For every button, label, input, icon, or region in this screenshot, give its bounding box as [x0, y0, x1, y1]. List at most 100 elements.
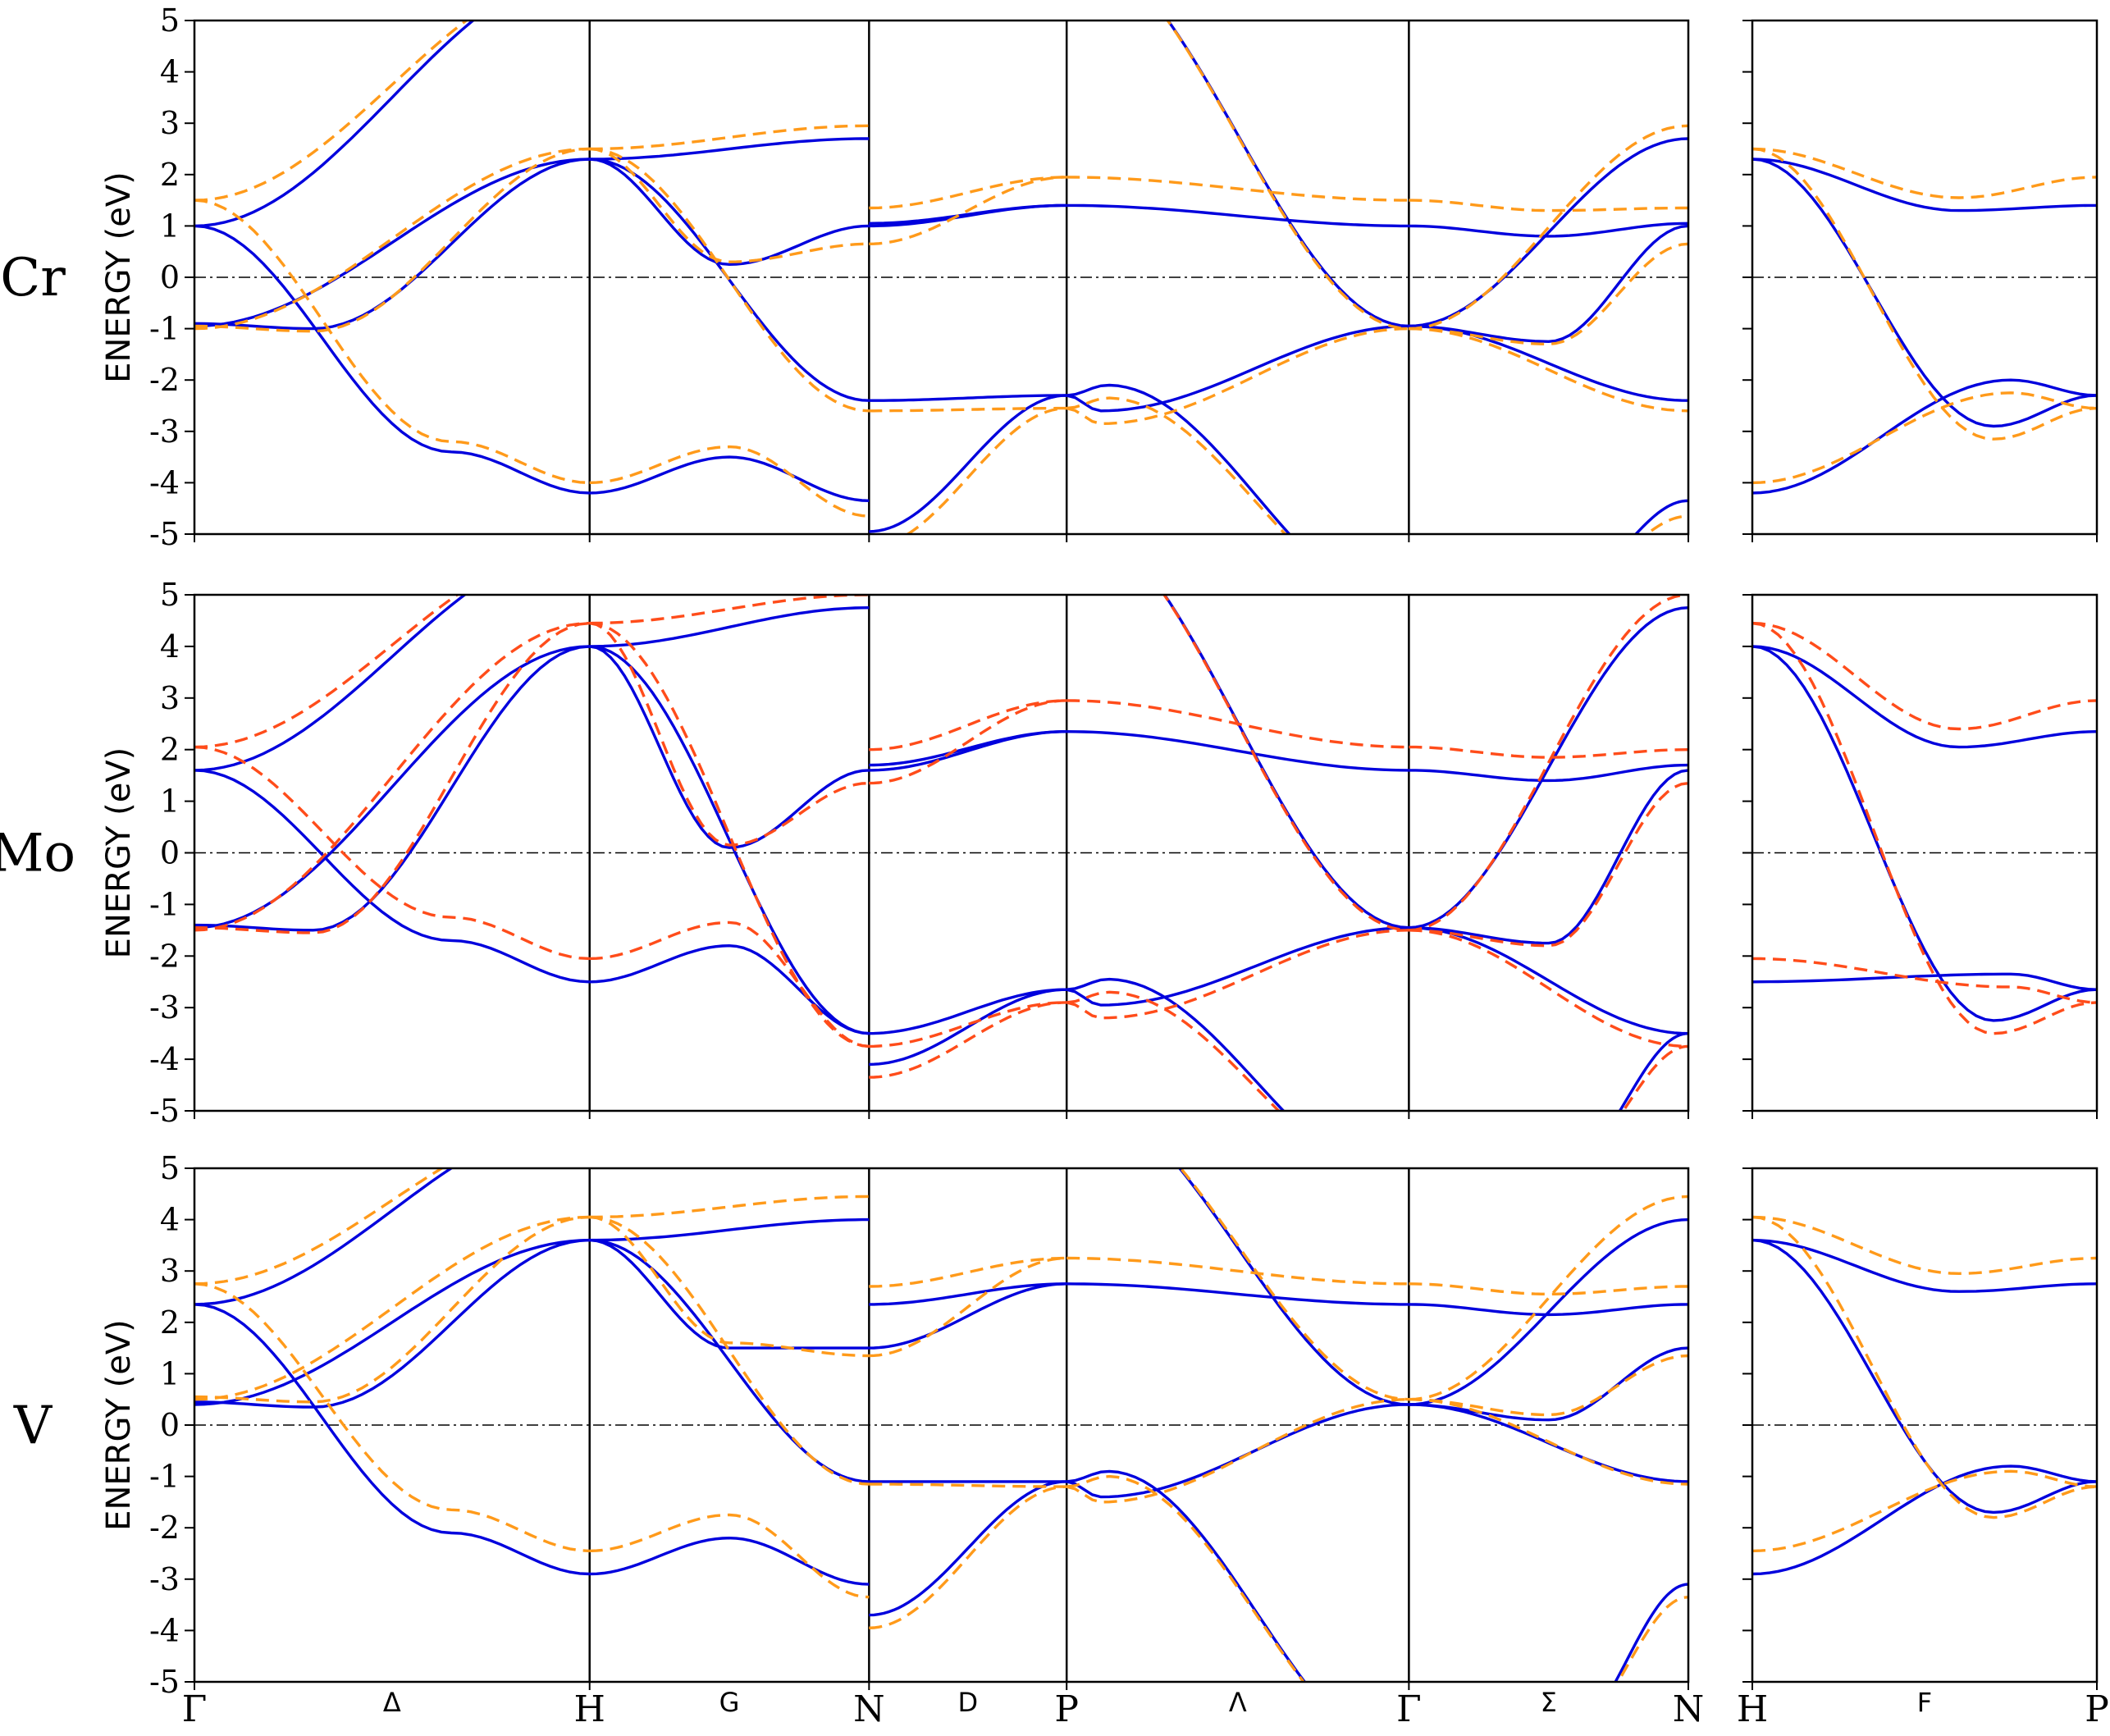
y-tick-label: 3 [160, 1253, 180, 1289]
band-line-dashed [194, 147, 590, 333]
band-line-dashed [869, 1482, 1067, 1488]
band-line-dashed [194, 595, 460, 749]
y-tick-label: -2 [149, 362, 180, 398]
band-line-dashed [905, 406, 1067, 534]
band-line-solid [194, 1238, 590, 1406]
plot-frame-side [1751, 593, 2099, 1112]
band-line-dashed [1616, 1596, 1688, 1682]
y-tick-label: 1 [160, 208, 180, 244]
band-line-solid [194, 1303, 590, 1576]
band-line-solid [1066, 1469, 1307, 1682]
bands-side-solid [1752, 1238, 2097, 1576]
band-line-dashed [869, 1256, 1067, 1358]
band-line-solid [1166, 21, 1409, 328]
panel-label: Mo [0, 824, 75, 884]
band-line-dashed [1621, 1044, 1688, 1111]
x-tick-label: N [1673, 1688, 1705, 1730]
band-line-dashed [869, 176, 1067, 245]
band-line-solid [194, 769, 590, 984]
plot-frame-side [1751, 1167, 2099, 1683]
band-line-side-dashed [1752, 957, 2097, 1004]
band-line-side-solid [1752, 645, 2097, 749]
band-line-dashed [589, 147, 870, 413]
band-line-dashed [194, 199, 590, 485]
band-line-solid [1409, 137, 1688, 328]
band-line-dashed [1409, 595, 1688, 932]
bands-dashed [194, 21, 1688, 534]
band-line-solid [869, 394, 1067, 533]
y-tick-label: -5 [149, 1664, 180, 1700]
band-line-solid [194, 645, 590, 932]
y-tick-label: 2 [160, 1304, 180, 1341]
y-tick-label: 4 [160, 54, 180, 90]
band-line-solid [1409, 324, 1688, 402]
band-line-dashed [869, 699, 1067, 752]
band-line-solid [194, 1238, 590, 1409]
y-axis-label: ENERGY (eV) [100, 171, 138, 383]
y-tick-label: 1 [160, 1355, 180, 1391]
band-line-dashed [1066, 396, 1288, 534]
band-line-solid [869, 394, 1067, 402]
band-line-side-solid [1752, 972, 2097, 991]
band-line-dashed [869, 1001, 1067, 1048]
x-tick-label: N [853, 1688, 885, 1730]
band-line-dashed [1066, 176, 1409, 202]
band-line-side-dashed [1752, 621, 2097, 731]
band-line-solid [1633, 499, 1688, 534]
band-line-dashed [1409, 929, 1688, 1048]
y-tick-label: -2 [149, 938, 180, 974]
band-line-solid [869, 1282, 1067, 1306]
band-line-dashed [1166, 21, 1409, 331]
band-line-side-solid [1752, 1238, 2097, 1514]
band-line-side-dashed [1752, 1215, 2097, 1276]
band-line-dashed [589, 621, 870, 847]
bands-dashed [194, 1168, 1688, 1682]
y-tick-label: -4 [149, 1612, 180, 1648]
y-tick-label: -1 [149, 311, 180, 347]
band-line-side-solid [1752, 158, 2097, 428]
band-line-dashed [869, 1256, 1067, 1288]
band-line-dashed [1066, 1398, 1409, 1504]
y-tick-label: -4 [149, 1041, 180, 1077]
band-line-side-dashed [1752, 621, 2097, 1035]
y-tick-label: 0 [160, 259, 180, 295]
band-line-side-solid [1752, 378, 2097, 495]
band-line-dashed [1409, 1354, 1688, 1417]
band-line-solid [194, 595, 468, 772]
band-line-solid [1614, 1583, 1688, 1682]
band-line-solid [1409, 222, 1688, 238]
band-line-solid [869, 988, 1067, 1067]
y-tick-label: 0 [160, 1407, 180, 1443]
band-line-solid [589, 606, 870, 648]
panel-v: V ENERGY (eV) 5 4 3 2 1 0 -1 -2 -3 -4 -5 [13, 1150, 2099, 1700]
band-line-dashed [1409, 242, 1688, 346]
band-line-solid [1409, 224, 1688, 344]
y-tick-label: 3 [160, 680, 180, 716]
band-line-dashed [869, 699, 1067, 785]
y-tick-label: 1 [160, 783, 180, 820]
x-tick-label-side: P [2085, 1688, 2109, 1730]
band-line-dashed [589, 124, 870, 151]
y-tick-label: 2 [160, 157, 180, 193]
band-line-side-solid [1752, 1238, 2097, 1293]
band-line-solid [194, 224, 590, 495]
band-line-side-dashed [1752, 147, 2097, 199]
band-line-solid [194, 645, 590, 930]
x-tick-label-side: H [1737, 1688, 1768, 1730]
y-tick-label: -1 [149, 886, 180, 922]
bands-solid [194, 21, 1688, 534]
panel-cr: Cr ENERGY (eV) 5 4 3 2 1 0 -1 -2 -3 -4 -5 [0, 2, 2099, 552]
band-line-solid [869, 730, 1067, 767]
band-line-dashed [589, 1195, 870, 1219]
band-line-solid [589, 455, 870, 502]
band-line-side-solid [1752, 1464, 2097, 1576]
x-tick-label: P [1054, 1688, 1079, 1730]
band-line-dashed [869, 176, 1067, 210]
band-line-solid [869, 1480, 1067, 1617]
band-line-dashed [194, 1215, 590, 1404]
bands-dashed [194, 595, 1688, 1111]
band-line-dashed [1409, 1282, 1688, 1296]
band-line-solid [1066, 324, 1409, 413]
